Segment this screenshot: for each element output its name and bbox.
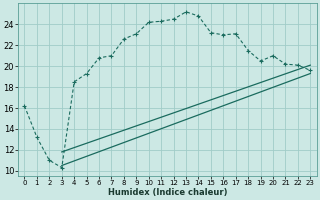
- X-axis label: Humidex (Indice chaleur): Humidex (Indice chaleur): [108, 188, 227, 197]
